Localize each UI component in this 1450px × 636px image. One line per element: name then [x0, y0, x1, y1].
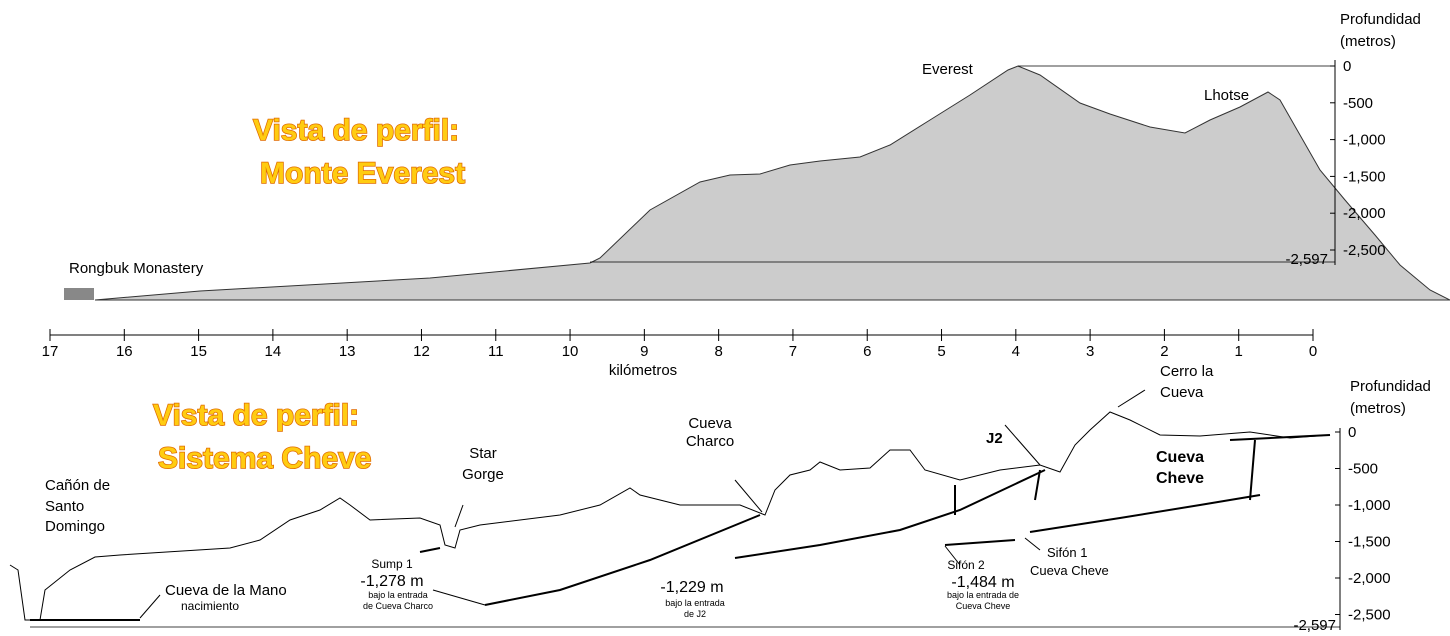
surface-profile — [9, 411, 1331, 621]
tick-label: 10 — [562, 343, 579, 360]
label: Gorge — [462, 466, 504, 483]
label: Cheve — [1156, 470, 1204, 487]
tick-label: -500 — [1348, 461, 1378, 478]
tick-label: 11 — [488, 343, 504, 360]
label: Lhotse — [1204, 87, 1249, 104]
label: Cueva — [688, 415, 732, 432]
title-line: Monte Everest — [260, 157, 465, 190]
monastery-icon — [64, 288, 94, 300]
label: de Cueva Charco — [363, 601, 433, 611]
axis-title: kilómetros — [609, 362, 677, 379]
label: -1,278 m — [360, 573, 423, 590]
label: Cerro la — [1160, 363, 1214, 380]
tick-label: 3 — [1086, 343, 1094, 360]
tick-label: 5 — [937, 343, 945, 360]
title-line: Sistema Cheve — [158, 442, 371, 475]
label: Everest — [922, 61, 974, 78]
tick-label: 8 — [714, 343, 722, 360]
floor-label: -2,597 — [1285, 251, 1328, 268]
tick-label: 4 — [1012, 343, 1020, 360]
tick-label: -1,500 — [1343, 168, 1386, 185]
label: Cueva Cheve — [956, 601, 1011, 611]
cave-passages — [30, 434, 1331, 621]
tick-label: 15 — [190, 343, 207, 360]
tick-label: 2 — [1160, 343, 1168, 360]
tick-label: 14 — [265, 343, 282, 360]
title-line: Vista de perfil: — [153, 399, 359, 432]
label: bajo la entrada — [665, 598, 725, 608]
label: -1,229 m — [660, 579, 723, 596]
label: de J2 — [684, 609, 706, 619]
axis-title: (metros) — [1340, 33, 1396, 50]
tick-label: -2,000 — [1348, 570, 1391, 587]
axis-title: Profundidad — [1340, 11, 1421, 28]
tick-label: 1 — [1235, 343, 1243, 360]
tick-label: -1,000 — [1348, 497, 1391, 514]
tick-label: -2,000 — [1343, 205, 1386, 222]
label: Cueva — [1156, 449, 1204, 466]
label: -1,484 m — [951, 574, 1014, 591]
tick-label: 0 — [1348, 424, 1356, 441]
tick-label: -500 — [1343, 95, 1373, 112]
title-line: Vista de perfil: — [253, 114, 459, 147]
tick-label: 0 — [1343, 58, 1351, 75]
leader-lines — [139, 389, 1146, 619]
label: Santo — [45, 498, 84, 515]
label: nacimiento — [181, 599, 239, 613]
tick-label: -1,500 — [1348, 534, 1391, 551]
floor-label: -2,597 — [1293, 617, 1336, 634]
label: Cueva Cheve — [1030, 563, 1109, 578]
label: bajo la entrada de — [947, 590, 1019, 600]
label: Cueva — [1160, 384, 1204, 401]
label: Sifón 1 — [1047, 545, 1087, 560]
label: Rongbuk Monastery — [69, 260, 204, 277]
label: Star — [469, 445, 497, 462]
tick-label: -1,000 — [1343, 132, 1386, 149]
label: Sifón 2 — [947, 558, 985, 572]
label: bajo la entrada — [368, 590, 428, 600]
label: Domingo — [45, 518, 105, 535]
tick-label: -2,500 — [1348, 607, 1391, 624]
label: J2 — [986, 430, 1003, 447]
tick-label: 17 — [42, 343, 59, 360]
tick-label: 9 — [640, 343, 648, 360]
tick-label: -2,500 — [1343, 242, 1386, 259]
tick-label: 7 — [789, 343, 797, 360]
tick-label: 13 — [339, 343, 356, 360]
tick-label: 12 — [413, 343, 430, 360]
axis-title: Profundidad — [1350, 378, 1431, 395]
label: Cueva de la Mano — [165, 582, 287, 599]
everest-profile — [94, 65, 1450, 301]
tick-label: 0 — [1309, 343, 1317, 360]
tick-label: 16 — [116, 343, 133, 360]
axis-title: (metros) — [1350, 400, 1406, 417]
label: Cañón de — [45, 477, 110, 494]
tick-label: 6 — [863, 343, 871, 360]
label: Sump 1 — [371, 557, 413, 571]
label: Charco — [686, 433, 734, 450]
